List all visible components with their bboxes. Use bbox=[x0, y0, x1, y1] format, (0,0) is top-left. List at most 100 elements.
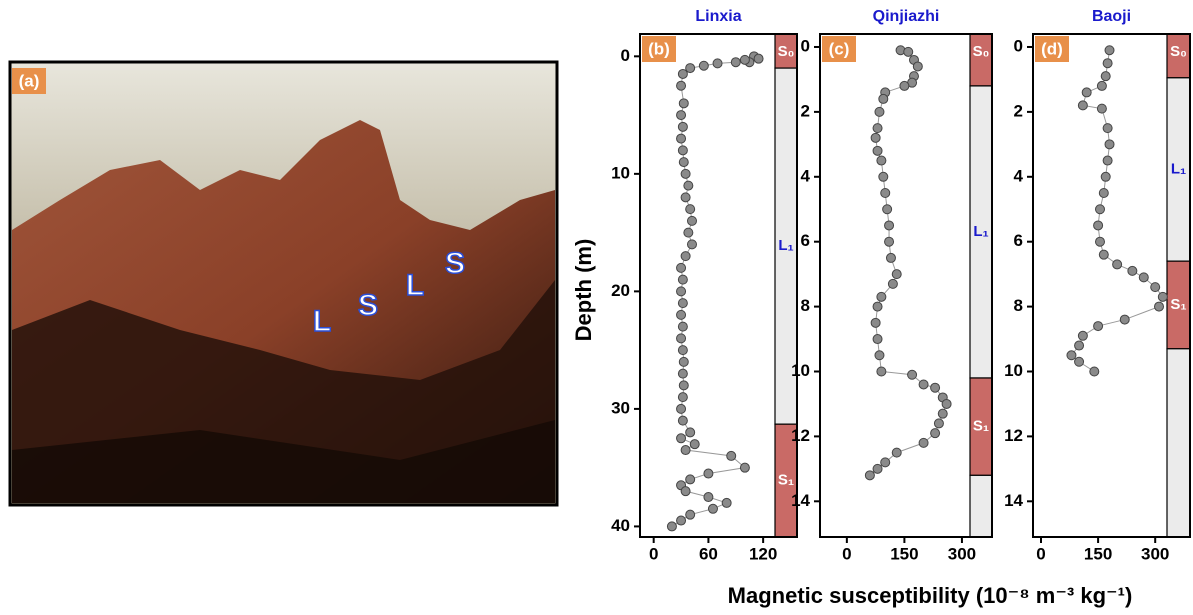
strat-label: S₁ bbox=[973, 418, 989, 435]
strat-unit bbox=[970, 475, 992, 537]
y-axis-label: Depth (m) bbox=[571, 239, 596, 342]
data-point bbox=[713, 59, 722, 68]
data-point bbox=[699, 61, 708, 70]
data-point bbox=[722, 498, 731, 507]
data-point bbox=[681, 193, 690, 202]
data-point bbox=[879, 94, 888, 103]
data-point bbox=[678, 346, 687, 355]
data-point bbox=[873, 464, 882, 473]
chart-title: Qinjiazhi bbox=[873, 8, 940, 25]
data-point bbox=[678, 369, 687, 378]
data-point bbox=[686, 475, 695, 484]
data-point bbox=[1139, 273, 1148, 282]
panel-label: (c) bbox=[829, 39, 850, 58]
y-tick-label: 14 bbox=[1004, 491, 1023, 510]
data-point bbox=[873, 302, 882, 311]
data-point bbox=[1105, 140, 1114, 149]
strat-label: S₁ bbox=[778, 472, 794, 489]
data-point bbox=[686, 428, 695, 437]
data-point bbox=[677, 334, 686, 343]
y-tick-label: 0 bbox=[801, 36, 810, 55]
x-tick-label: 0 bbox=[1036, 544, 1045, 563]
y-tick-label: 8 bbox=[1014, 296, 1023, 315]
data-point bbox=[904, 47, 913, 56]
data-point bbox=[684, 228, 693, 237]
data-point bbox=[888, 279, 897, 288]
y-tick-label: 10 bbox=[791, 361, 810, 380]
data-point bbox=[667, 522, 676, 531]
chart-title: Linxia bbox=[695, 8, 741, 25]
data-point bbox=[1096, 237, 1105, 246]
x-tick-label: 300 bbox=[948, 544, 976, 563]
y-tick-label: 0 bbox=[621, 46, 630, 65]
y-tick-label: 4 bbox=[801, 166, 811, 185]
data-point bbox=[678, 275, 687, 284]
y-tick-label: 8 bbox=[801, 296, 810, 315]
data-point bbox=[881, 458, 890, 467]
y-tick-label: 20 bbox=[611, 281, 630, 300]
strat-label: S₀ bbox=[973, 43, 990, 60]
data-point bbox=[875, 107, 884, 116]
data-point bbox=[1120, 315, 1129, 324]
data-point bbox=[873, 335, 882, 344]
data-point bbox=[873, 146, 882, 155]
data-point bbox=[708, 504, 717, 513]
strat-label: S₀ bbox=[1170, 43, 1187, 60]
data-point bbox=[931, 429, 940, 438]
y-tick-label: 30 bbox=[611, 398, 630, 417]
x-tick-label: 0 bbox=[842, 544, 851, 563]
strat-label: L₁ bbox=[778, 237, 793, 254]
photo-annotation: L bbox=[313, 305, 331, 338]
data-point bbox=[681, 446, 690, 455]
data-point bbox=[677, 81, 686, 90]
data-point bbox=[1094, 221, 1103, 230]
data-point bbox=[871, 318, 880, 327]
y-tick-label: 0 bbox=[1014, 36, 1023, 55]
data-point bbox=[677, 287, 686, 296]
data-point bbox=[686, 510, 695, 519]
data-point bbox=[913, 62, 922, 71]
x-tick-label: 120 bbox=[749, 544, 777, 563]
data-point bbox=[681, 487, 690, 496]
data-point bbox=[677, 111, 686, 120]
data-point bbox=[686, 205, 695, 214]
data-point bbox=[892, 448, 901, 457]
photo: (a) L S L S bbox=[10, 62, 557, 505]
x-tick-label: 60 bbox=[699, 544, 718, 563]
data-point bbox=[677, 404, 686, 413]
data-point bbox=[677, 310, 686, 319]
photo-annotation: L bbox=[406, 269, 424, 302]
data-point bbox=[1078, 101, 1087, 110]
data-point bbox=[875, 351, 884, 360]
y-tick-label: 6 bbox=[1014, 231, 1023, 250]
data-point bbox=[1075, 341, 1084, 350]
panel-label: (b) bbox=[648, 39, 670, 58]
strat-label: S₀ bbox=[778, 43, 795, 60]
data-point bbox=[677, 434, 686, 443]
data-point bbox=[1103, 59, 1112, 68]
data-point bbox=[886, 253, 895, 262]
plot-area bbox=[640, 34, 797, 537]
data-point bbox=[684, 181, 693, 190]
data-point bbox=[1105, 46, 1114, 55]
data-point bbox=[679, 158, 688, 167]
data-point bbox=[1103, 156, 1112, 165]
strat-label: L₁ bbox=[1171, 160, 1186, 177]
data-point bbox=[731, 58, 740, 67]
y-tick-label: 10 bbox=[1004, 361, 1023, 380]
data-point bbox=[687, 216, 696, 225]
data-point bbox=[678, 69, 687, 78]
data-point bbox=[871, 133, 880, 142]
data-point bbox=[704, 469, 713, 478]
data-point bbox=[740, 55, 749, 64]
data-point bbox=[1082, 88, 1091, 97]
data-point bbox=[1099, 250, 1108, 259]
data-point bbox=[681, 169, 690, 178]
photo-annotation: S bbox=[358, 289, 378, 322]
data-point bbox=[754, 54, 763, 63]
plot-area bbox=[820, 34, 992, 537]
x-tick-label: 300 bbox=[1141, 544, 1169, 563]
strat-label: S₁ bbox=[1170, 296, 1186, 313]
data-point bbox=[1101, 72, 1110, 81]
y-tick-label: 12 bbox=[791, 426, 810, 445]
